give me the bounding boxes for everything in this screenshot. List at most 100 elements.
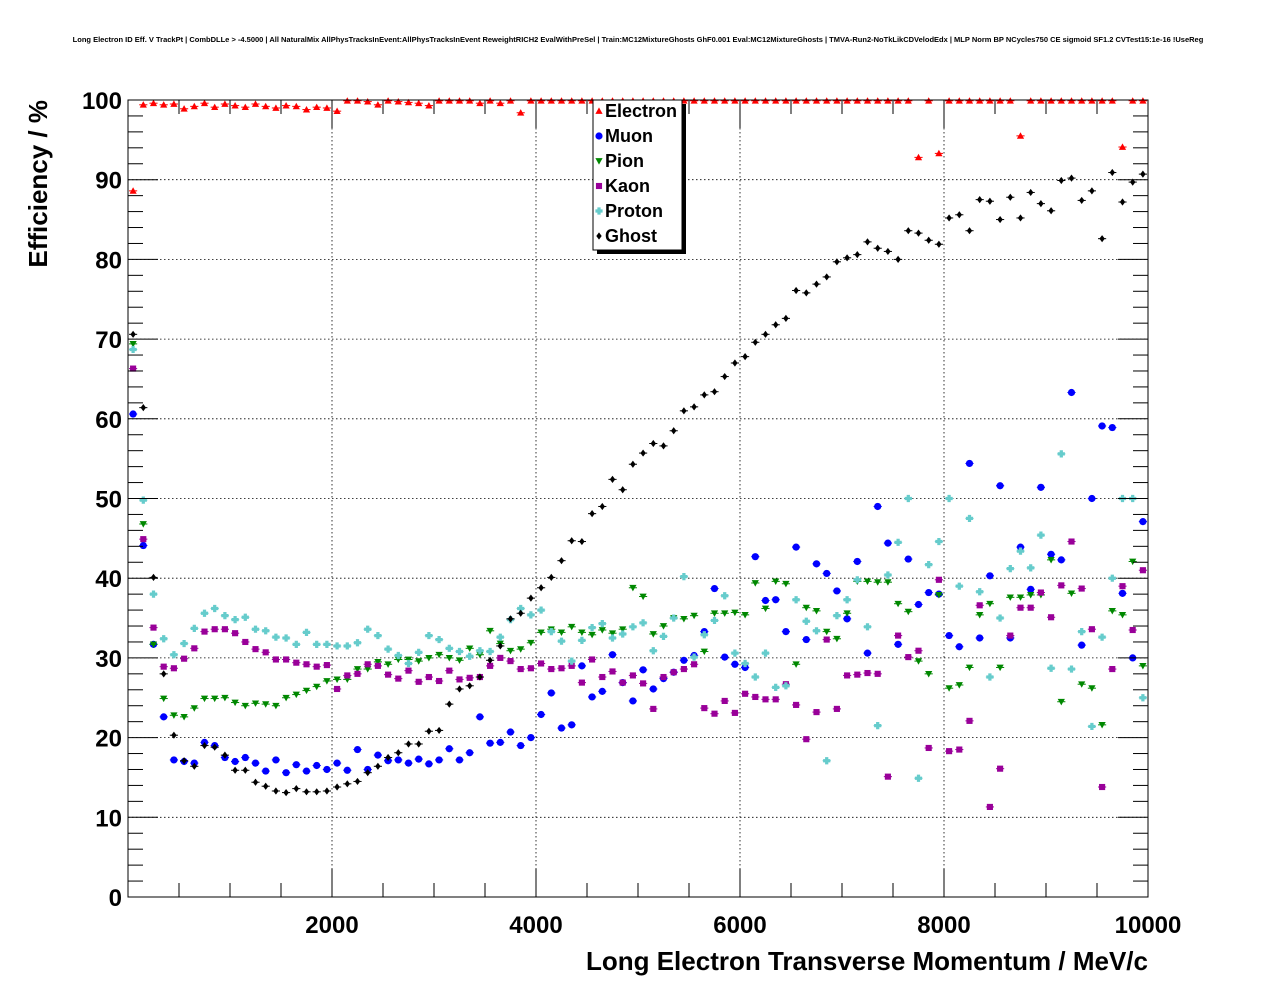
pion-point [353,666,362,673]
pion-point [700,648,708,656]
muon-point [1139,518,1147,526]
pion-point [578,629,586,636]
muon-point [904,555,912,563]
muon-point [578,662,586,670]
proton-point [568,657,576,665]
muon-point [292,761,300,769]
ghost-point [987,197,993,205]
kaon-point [742,690,749,697]
pion-point [863,578,872,585]
proton-point [680,573,688,581]
kaon-point [252,646,259,653]
muon-point [170,756,178,764]
muon-point [945,631,953,640]
electron-point [292,102,300,110]
pion-point [282,694,290,702]
pion-point [690,612,698,620]
electron-point [200,99,209,107]
kaon-point [956,746,963,753]
muon-point [772,596,780,604]
pion-point [374,659,382,666]
muon-point [241,753,249,762]
kaon-point [232,630,239,637]
kaon-point [446,667,453,674]
ghost-point [742,353,748,361]
proton-point [690,653,698,661]
kaon-point [1017,604,1024,611]
ghost-point [538,584,544,592]
kaon-point [1058,582,1065,589]
pion-point [945,685,953,692]
kaon-point [589,656,596,663]
muon-point [629,697,637,705]
pion-point [874,579,882,586]
proton-point [833,612,841,620]
x-tick-label: 10000 [1115,912,1182,939]
legend: Electron Muon Pion Kaon Proton Ghost [592,99,686,254]
muon-point [986,572,994,580]
ghost-point [681,407,687,415]
kaon-point [915,647,922,654]
muon-point [1118,589,1127,597]
ghost-point [191,762,197,770]
kaon-point [1088,626,1095,633]
muon-point [231,757,239,766]
kaon-point [997,765,1004,772]
muon-point [139,541,147,550]
kaon-point [629,672,636,679]
ghost-point [783,314,789,322]
pion-point [1108,607,1116,615]
y-tick-label: 40 [95,566,122,593]
kaon-point [762,696,769,703]
kaon-point [731,709,738,716]
kaon-point [711,710,718,717]
kaon-point [170,665,177,672]
proton-point [415,648,423,656]
proton-point [221,612,229,620]
ghost-point [283,788,289,797]
electron-point [149,99,158,107]
ghost-point [1017,214,1024,222]
pion-point [833,635,841,643]
ghost-point [446,700,452,708]
x-tick-label: 6000 [713,912,766,939]
proton-point [1037,531,1045,539]
pion-point [935,592,943,599]
kaon-point [619,679,626,686]
proton-point [792,596,800,604]
ghost-point [161,670,167,678]
ghost-point [579,537,585,546]
proton-point [302,628,311,636]
kaon-point [772,696,779,703]
ghost-point [732,359,738,367]
kaon-point [833,705,840,712]
electron-point [262,102,270,110]
muon-point [955,643,963,651]
proton-point [149,590,158,598]
kaon-point [181,655,188,662]
muon-point [466,749,474,757]
muon-point [527,734,535,742]
electron-point [476,99,484,107]
pion-point [1078,681,1086,688]
electron-point [221,100,229,107]
kaon-point [1119,583,1126,590]
electron-point [282,101,290,109]
proton-point [425,631,433,640]
kaon-point [456,676,463,683]
kaon-point [935,576,942,583]
proton-point [292,640,300,648]
pion-point [925,670,933,678]
proton-point [333,642,341,650]
kaon-point [487,662,494,669]
pion-point [741,611,749,619]
muon-point [996,482,1004,490]
proton-point [343,642,351,650]
kaon-point [201,628,208,635]
ghost-point [558,557,565,565]
legend-marker-muon [595,132,603,140]
proton-point [1057,450,1065,458]
ghost-point [1109,168,1115,177]
ghost-point [385,753,391,762]
proton-point [1098,633,1106,641]
